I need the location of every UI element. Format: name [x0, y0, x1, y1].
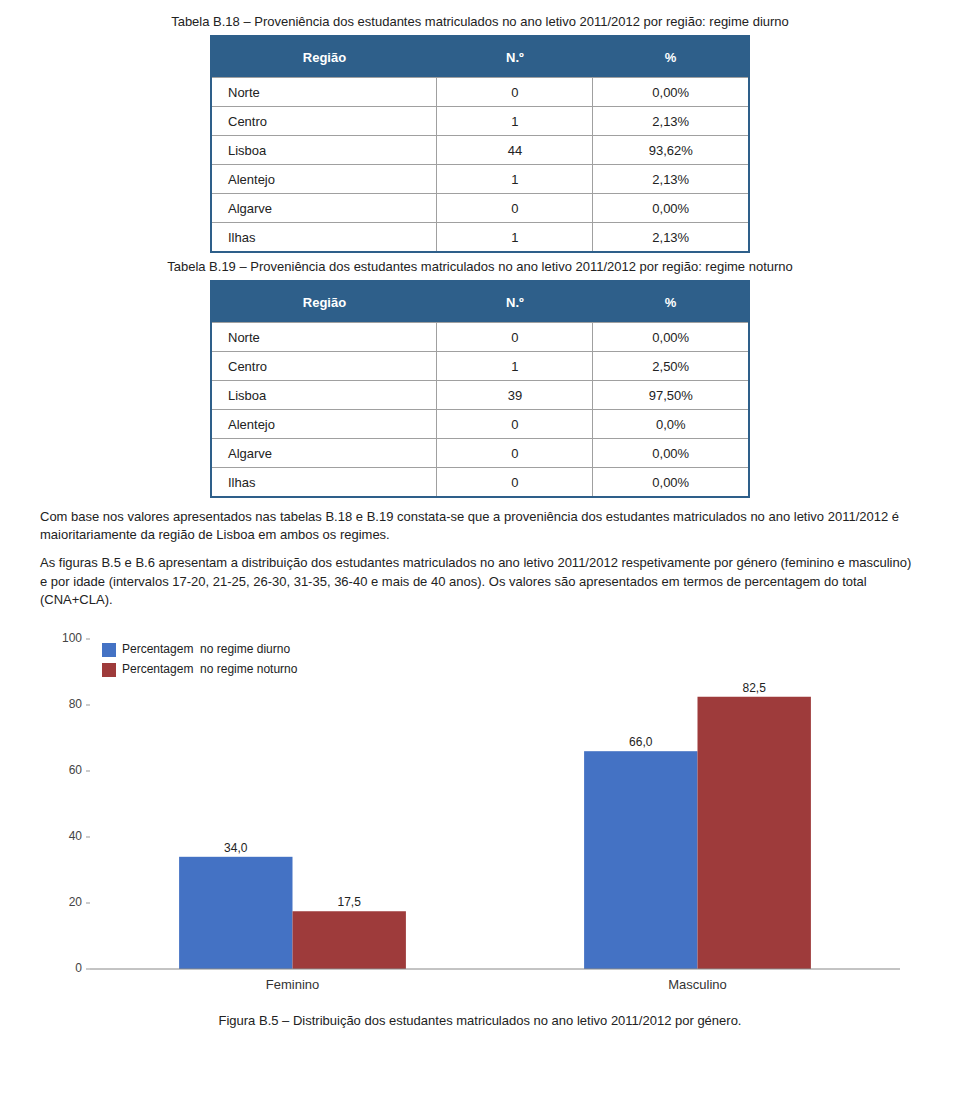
legend-swatch — [102, 643, 116, 657]
data-label: 82,5 — [743, 681, 767, 695]
table-cell: 0,0% — [593, 410, 749, 439]
table-cell: 0,00% — [593, 194, 749, 223]
chart: 0 20 40 60 80 100 34,0 66,0 17,5 82,5 Feminino Masc… — [40, 619, 920, 1009]
table-body: Norte00,00%Centro12,50%Lisboa3997,50%Ale… — [211, 323, 749, 498]
y-tick-label: 40 — [69, 829, 83, 843]
data-table: RegiãoN.º%Norte00,00%Centro12,50%Lisboa3… — [210, 280, 750, 498]
table-cell: 0,00% — [593, 323, 749, 352]
table-cell: 0 — [437, 439, 593, 468]
y-tick — [86, 704, 90, 705]
table-cell: Centro — [211, 352, 437, 381]
table-row: Centro12,13% — [211, 107, 749, 136]
table-cell: 1 — [437, 352, 593, 381]
table-cell: 0,00% — [593, 78, 749, 107]
data-label: 17,5 — [338, 895, 362, 909]
table-row: Norte00,00% — [211, 78, 749, 107]
y-tick — [86, 836, 90, 837]
table-row: Lisboa3997,50% — [211, 381, 749, 410]
header-cell: N.º — [437, 36, 593, 78]
data-table: RegiãoN.º%Norte00,00%Centro12,13%Lisboa4… — [210, 35, 750, 253]
header-cell: Região — [211, 36, 437, 78]
header-cell: % — [593, 36, 749, 78]
bar-chart: 0 20 40 60 80 100 34,0 66,0 17,5 82,5 Feminino Masc… — [40, 619, 920, 1009]
y-tick — [86, 770, 90, 771]
legend-swatch — [102, 663, 116, 677]
table-cell: Lisboa — [211, 381, 437, 410]
table-cell: 97,50% — [593, 381, 749, 410]
table-cell: Alentejo — [211, 410, 437, 439]
chart-caption: Figura B.5 – Distribuição dos estudantes… — [40, 1013, 920, 1028]
legend: Percentagem no regime diurno Percentagem … — [102, 642, 298, 677]
table-cell: 0 — [437, 468, 593, 498]
table-cell: 93,62% — [593, 136, 749, 165]
table-cell: 2,13% — [593, 223, 749, 253]
y-tick-label: 100 — [62, 631, 82, 645]
table-cell: 1 — [437, 223, 593, 253]
x-tick-label: Feminino — [266, 977, 319, 992]
table-row: Ilhas00,00% — [211, 468, 749, 498]
table-cell: 2,13% — [593, 107, 749, 136]
data-label: 66,0 — [629, 735, 653, 749]
table-cell: Algarve — [211, 194, 437, 223]
table-cell: Lisboa — [211, 136, 437, 165]
table-row: Norte00,00% — [211, 323, 749, 352]
y-tick — [86, 968, 90, 969]
y-tick-label: 60 — [69, 763, 83, 777]
y-tick — [86, 902, 90, 903]
table-cell: Norte — [211, 78, 437, 107]
table-cell: Ilhas — [211, 223, 437, 253]
table-cell: 1 — [437, 165, 593, 194]
bars — [179, 697, 811, 969]
table-cell: Alentejo — [211, 165, 437, 194]
bar — [179, 857, 292, 969]
paragraph: As figuras B.5 e B.6 apresentam a distri… — [40, 554, 920, 609]
data-label: 34,0 — [224, 841, 248, 855]
table-cell: 39 — [437, 381, 593, 410]
table-cell: 2,13% — [593, 165, 749, 194]
table-cell: 0 — [437, 194, 593, 223]
y-tick — [86, 638, 90, 639]
table-body: Norte00,00%Centro12,13%Lisboa4493,62%Ale… — [211, 78, 749, 253]
table-row: Algarve00,00% — [211, 439, 749, 468]
header-cell: N.º — [437, 281, 593, 323]
bar — [293, 911, 406, 969]
table-row: Ilhas12,13% — [211, 223, 749, 253]
x-tick-label: Masculino — [668, 977, 727, 992]
table-cell: Norte — [211, 323, 437, 352]
table-cell: Centro — [211, 107, 437, 136]
table-row: Algarve00,00% — [211, 194, 749, 223]
table-cell: Algarve — [211, 439, 437, 468]
table-cell: 0,00% — [593, 439, 749, 468]
header-row: RegiãoN.º% — [211, 281, 749, 323]
table-row: Alentejo00,0% — [211, 410, 749, 439]
table-cell: 44 — [437, 136, 593, 165]
table-row: Centro12,50% — [211, 352, 749, 381]
bar — [698, 697, 811, 969]
table-head: RegiãoN.º% — [211, 36, 749, 78]
table-row: Alentejo12,13% — [211, 165, 749, 194]
table-cell: 0,00% — [593, 468, 749, 498]
header-cell: Região — [211, 281, 437, 323]
header-row: RegiãoN.º% — [211, 36, 749, 78]
table-cell: 0 — [437, 323, 593, 352]
table-cell: 0 — [437, 78, 593, 107]
table-cell: 2,50% — [593, 352, 749, 381]
y-tick-label: 20 — [69, 895, 83, 909]
table-title: Tabela B.19 – Proveniência dos estudante… — [40, 259, 920, 274]
table-title: Tabela B.18 – Proveniência dos estudante… — [40, 14, 920, 29]
bar — [584, 751, 697, 969]
legend-label: Percentagem no regime noturno — [122, 662, 298, 676]
table-head: RegiãoN.º% — [211, 281, 749, 323]
paragraph: Com base nos valores apresentados nas ta… — [40, 508, 920, 544]
x-axis-line — [90, 968, 900, 969]
header-cell: % — [593, 281, 749, 323]
y-tick-label: 80 — [69, 697, 83, 711]
table-row: Lisboa4493,62% — [211, 136, 749, 165]
table-cell: 0 — [437, 410, 593, 439]
legend-label: Percentagem no regime diurno — [122, 642, 290, 656]
table-cell: 1 — [437, 107, 593, 136]
y-tick-label: 0 — [75, 961, 82, 975]
table-cell: Ilhas — [211, 468, 437, 498]
